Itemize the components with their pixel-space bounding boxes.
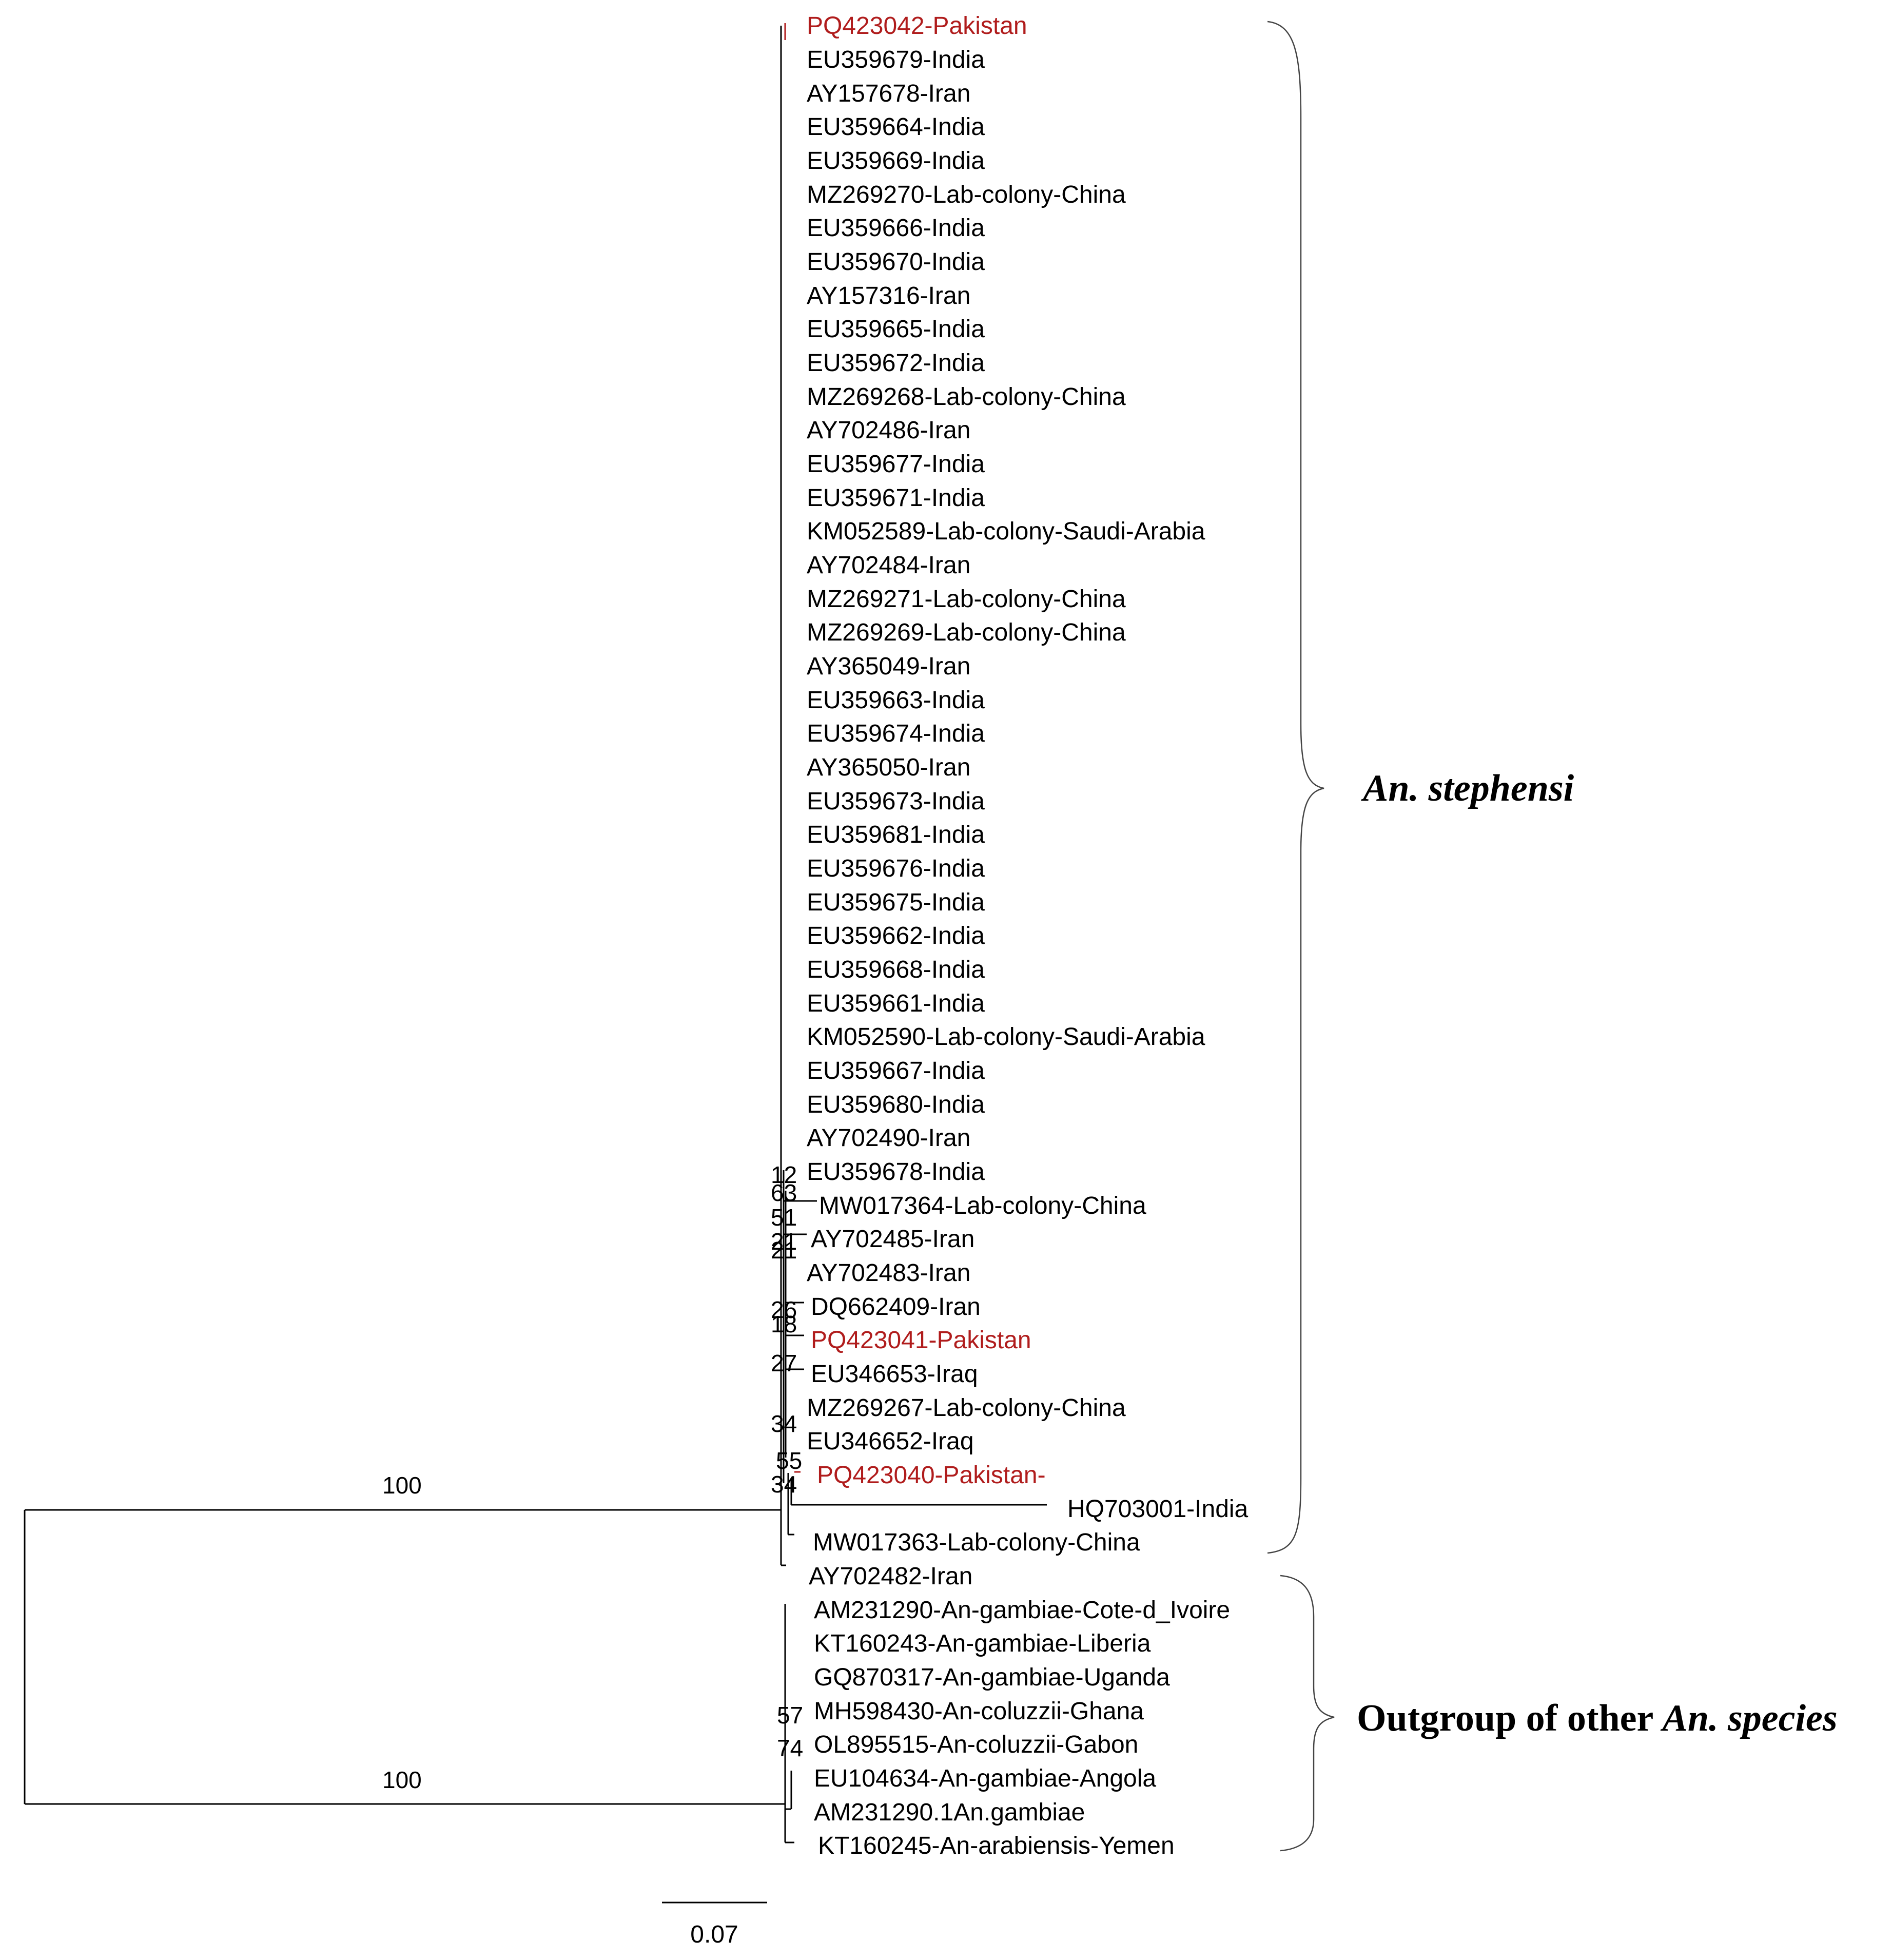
leaf-label: EU359664-India <box>807 113 985 141</box>
outgroup-prefix: Outgroup of other <box>1357 1697 1653 1739</box>
tree-branches <box>24 23 1047 1843</box>
bootstrap-value: 63 <box>771 1179 797 1206</box>
leaf-label: EU359670-India <box>807 248 985 276</box>
leaf-label: EU359681-India <box>807 821 985 848</box>
bootstrap-value: 51 <box>771 1204 797 1231</box>
leaf-label: EU359663-India <box>807 687 985 714</box>
ingroup-label: An. stephensi <box>1361 767 1574 809</box>
leaf-label: MZ269271-Lab-colony-China <box>807 586 1126 613</box>
leaf-label: EU359665-India <box>807 316 985 343</box>
outgroup-species: An. species <box>1660 1697 1837 1739</box>
bootstrap-value: 74 <box>777 1735 803 1761</box>
leaf-label: GQ870317-An-gambiae-Uganda <box>814 1664 1170 1691</box>
leaf-label: AY157678-Iran <box>807 80 970 107</box>
leaf-label: PQ423042-Pakistan <box>807 12 1027 40</box>
leaf-labels: PQ423042-Pakistan EU359679-India AY15767… <box>807 12 1249 1859</box>
leaf-label: EU359668-India <box>807 956 985 983</box>
leaf-label: AY702485-Iran <box>811 1226 974 1253</box>
bootstrap-value: 26 <box>771 1296 797 1323</box>
leaf-label: EU359661-India <box>807 990 985 1017</box>
leaf-label: EU359677-India <box>807 451 985 478</box>
outgroup-brace <box>1280 1575 1335 1852</box>
leaf-label: EU359680-India <box>807 1091 985 1118</box>
leaf-label: AM231290.1An.gambiae <box>814 1799 1085 1826</box>
leaf-label: AY702490-Iran <box>807 1124 970 1152</box>
leaf-label: EU346653-Iraq <box>811 1361 978 1388</box>
leaf-label: EU359667-India <box>807 1057 985 1084</box>
leaf-label: KT160245-An-arabiensis-Yemen <box>818 1832 1175 1859</box>
bootstrap-value: 21 <box>771 1237 797 1264</box>
leaf-label: AY702484-Iran <box>807 552 970 579</box>
leaf-label: EU359669-India <box>807 147 985 174</box>
leaf-label: MZ269267-Lab-colony-China <box>807 1394 1126 1422</box>
leaf-label: EU359676-India <box>807 855 985 882</box>
leaf-label: AY702483-Iran <box>807 1259 970 1287</box>
bootstrap-value: 18 <box>771 1311 797 1337</box>
bootstrap-value: 57 <box>777 1702 803 1729</box>
leaf-label: AY702486-Iran <box>807 417 970 444</box>
leaf-label: EU359679-India <box>807 46 985 73</box>
leaf-label: MW017364-Lab-colony-China <box>819 1192 1146 1219</box>
leaf-label: MH598430-An-coluzzii-Ghana <box>814 1698 1144 1725</box>
leaf-label: EU359666-India <box>807 215 985 242</box>
leaf-label: PQ423041-Pakistan <box>811 1327 1031 1354</box>
leaf-label: MZ269270-Lab-colony-China <box>807 181 1126 208</box>
scale-bar-label: 0.07 <box>690 1921 738 1948</box>
bootstrap-value: 34 <box>771 1471 797 1498</box>
leaf-label: AY702482-Iran <box>809 1563 972 1590</box>
leaf-label: KM052590-Lab-colony-Saudi-Arabia <box>807 1023 1205 1051</box>
leaf-label: MZ269269-Lab-colony-China <box>807 619 1126 646</box>
bootstrap-value: 100 <box>382 1767 422 1793</box>
leaf-label: DQ662409-Iran <box>811 1293 981 1321</box>
leaf-label: EU104634-An-gambiae-Angola <box>814 1765 1156 1792</box>
bootstrap-value: 100 <box>382 1472 422 1499</box>
bootstrap-value: 21 <box>771 1228 797 1255</box>
bootstrap-value: 55 <box>776 1447 802 1474</box>
leaf-label: AM231290-An-gambiae-Cote-d_Ivoire <box>814 1597 1230 1624</box>
leaf-label: HQ703001-India <box>1067 1496 1249 1523</box>
ingroup-name: An. stephensi <box>1361 767 1574 809</box>
leaf-label: KM052589-Lab-colony-Saudi-Arabia <box>807 518 1205 545</box>
leaf-label: EU359662-India <box>807 922 985 949</box>
bootstrap-value: 27 <box>771 1350 797 1376</box>
leaf-label: MZ269268-Lab-colony-China <box>807 383 1126 411</box>
leaf-label: OL895515-An-coluzzii-Gabon <box>814 1731 1138 1758</box>
outgroup-label: Outgroup of other An. species <box>1357 1697 1838 1739</box>
leaf-label: EU359672-India <box>807 350 985 377</box>
leaf-label: EU359673-India <box>807 788 985 815</box>
bootstrap-value: 34 <box>771 1410 797 1437</box>
leaf-label: EU359675-India <box>807 889 985 916</box>
leaf-label: EU346652-Iraq <box>807 1428 974 1455</box>
leaf-label: AY157316-Iran <box>807 282 970 309</box>
leaf-label: AY365049-Iran <box>807 653 970 680</box>
leaf-label: EU359671-India <box>807 484 985 512</box>
bootstrap-value: 12 <box>771 1161 797 1188</box>
leaf-label: EU359674-India <box>807 720 985 747</box>
leaf-label: PQ423040-Pakistan- <box>817 1462 1046 1489</box>
bootstrap-values: 100 100 12 63 51 21 21 26 18 27 34 55 34… <box>382 1161 803 1793</box>
leaf-label: KT160243-An-gambiae-Liberia <box>814 1630 1151 1657</box>
leaf-label: EU359678-India <box>807 1158 985 1186</box>
leaf-label: AY365050-Iran <box>807 754 970 781</box>
ingroup-brace <box>1267 21 1324 1554</box>
leaf-label: MW017363-Lab-colony-China <box>813 1529 1140 1556</box>
